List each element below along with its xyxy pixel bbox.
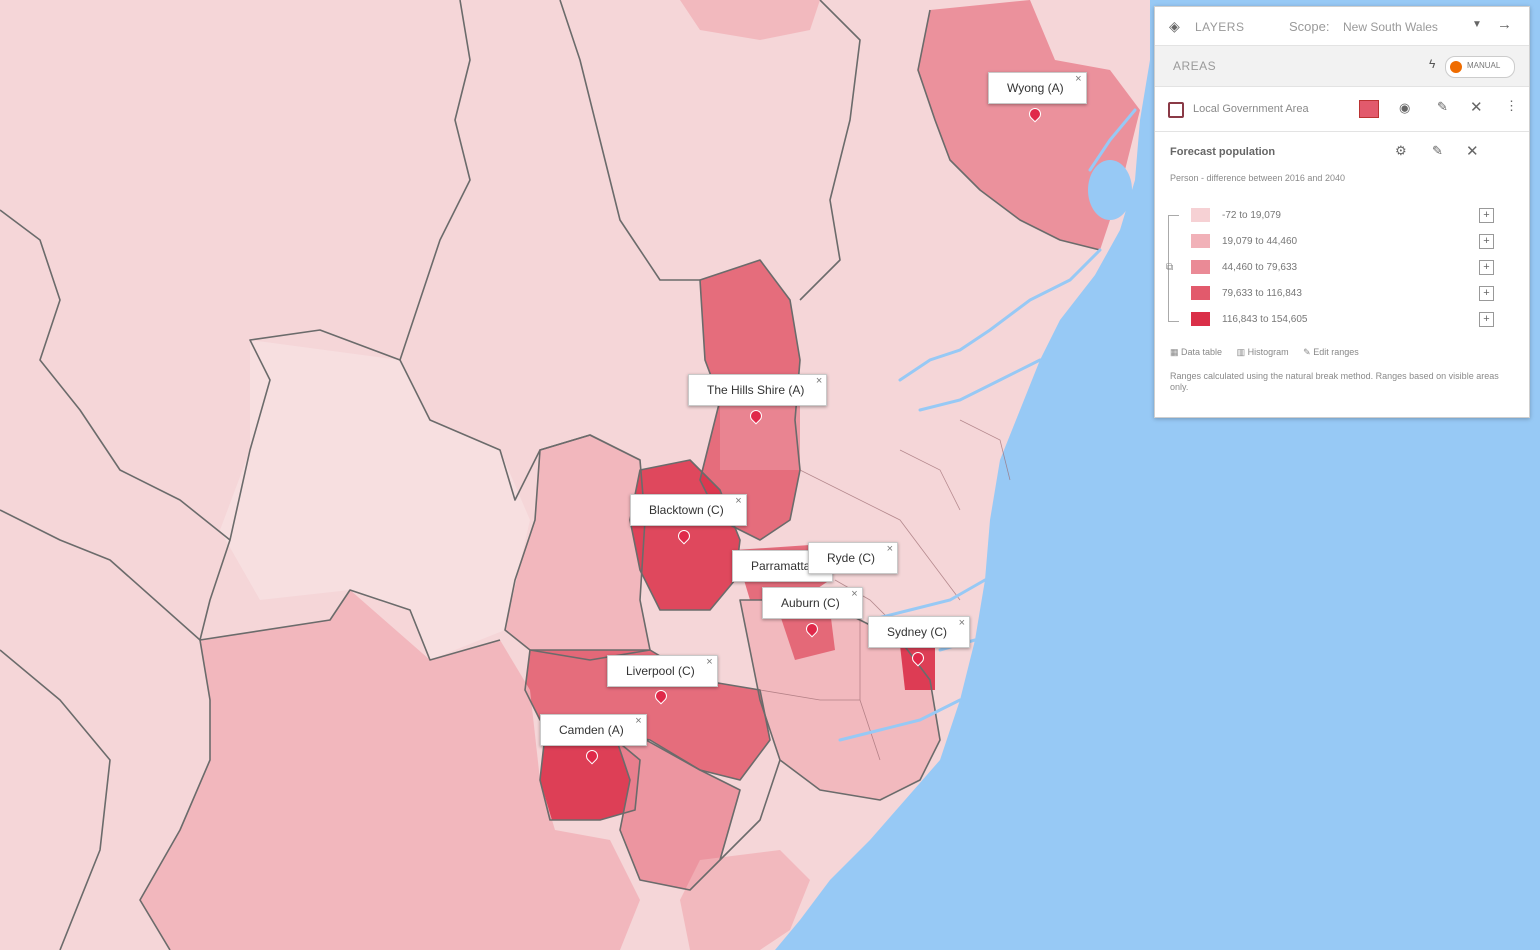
map-label-auburn[interactable]: Auburn (C) × bbox=[762, 587, 863, 619]
legend-label: 44,460 to 79,633 bbox=[1222, 262, 1298, 273]
close-icon[interactable]: ✕ bbox=[1466, 143, 1479, 160]
area-auburn[interactable] bbox=[780, 610, 835, 660]
close-icon[interactable]: × bbox=[815, 375, 823, 387]
edit-icon: ✎ bbox=[1303, 347, 1311, 357]
map-label-text: Blacktown (C) bbox=[649, 503, 724, 517]
plus-icon[interactable]: + bbox=[1479, 286, 1494, 301]
layer-name: Local Government Area bbox=[1193, 103, 1309, 115]
area-camden[interactable] bbox=[540, 735, 640, 820]
layers-panel: ◈ LAYERS Scope: New South Wales ▼ → AREA… bbox=[1154, 6, 1530, 418]
area-wyong[interactable] bbox=[918, 0, 1140, 250]
link-icon[interactable]: ⧉ bbox=[1166, 262, 1174, 273]
map-label-text: Auburn (C) bbox=[781, 596, 840, 610]
scope-select[interactable]: New South Wales bbox=[1343, 20, 1438, 34]
map-label-text: Parramatta bbox=[751, 559, 811, 573]
indicator-subtitle: Person - difference between 2016 and 204… bbox=[1170, 173, 1345, 183]
map-label-parramatta[interactable]: Parramatta bbox=[732, 550, 834, 582]
area-outer-west[interactable] bbox=[220, 340, 530, 660]
map-style-icon[interactable] bbox=[1359, 100, 1379, 118]
map-label-ryde[interactable]: Ryde (C) × bbox=[808, 542, 899, 574]
close-icon[interactable]: × bbox=[735, 495, 742, 507]
settings-icon[interactable]: ⚙ bbox=[1395, 143, 1407, 158]
legend-label: 116,843 to 154,605 bbox=[1222, 314, 1308, 325]
close-icon[interactable]: × bbox=[958, 617, 966, 629]
minor-borders bbox=[759, 419, 1011, 761]
more-icon[interactable]: ⋮ bbox=[1505, 98, 1518, 113]
legend-swatch bbox=[1191, 286, 1210, 300]
legend-label: -72 to 19,079 bbox=[1222, 210, 1281, 221]
map-label-text: Camden (A) bbox=[559, 723, 624, 737]
layers-icon: ◈ bbox=[1169, 18, 1180, 34]
ranges-note: Ranges calculated using the natural brea… bbox=[1170, 371, 1499, 392]
area-penrith-west[interactable] bbox=[505, 435, 650, 660]
area-hills-shire-south[interactable] bbox=[720, 400, 800, 470]
legend-swatch bbox=[1191, 260, 1210, 274]
close-icon[interactable]: ✕ bbox=[1470, 99, 1483, 116]
chevron-down-icon[interactable]: ▼ bbox=[1472, 19, 1482, 30]
edit-icon[interactable]: ✎ bbox=[1437, 99, 1448, 114]
map-label-blacktown[interactable]: Blacktown (C) × bbox=[630, 494, 747, 526]
manual-toggle[interactable]: MANUAL bbox=[1445, 56, 1515, 78]
map-label-sydney[interactable]: Sydney (C) × bbox=[868, 616, 971, 648]
toggle-knob bbox=[1450, 61, 1462, 73]
histogram-icon: ▥ bbox=[1236, 347, 1246, 357]
map-label-text: Ryde (C) bbox=[827, 551, 876, 565]
scope-label: Scope: bbox=[1289, 19, 1330, 34]
panel-links: ▦ Data table ▥ Histogram ✎ Edit ranges bbox=[1170, 347, 1359, 358]
plus-icon[interactable]: + bbox=[1479, 312, 1494, 327]
map-label-liverpool[interactable]: Liverpool (C) × bbox=[607, 655, 718, 687]
plus-icon[interactable]: + bbox=[1479, 260, 1494, 275]
area-campbelltown[interactable] bbox=[610, 720, 740, 890]
legend-swatch bbox=[1191, 208, 1210, 222]
table-icon: ▦ bbox=[1170, 347, 1179, 357]
close-icon[interactable]: × bbox=[706, 656, 713, 668]
toggle-label: MANUAL bbox=[1467, 61, 1501, 70]
histogram-link[interactable]: Histogram bbox=[1247, 347, 1289, 357]
legend-bracket bbox=[1168, 215, 1179, 322]
map-label-the-hills-shire[interactable]: The Hills Shire (A) × bbox=[688, 374, 828, 406]
close-icon[interactable]: × bbox=[886, 543, 894, 555]
legend-label: 79,633 to 116,843 bbox=[1222, 288, 1302, 299]
legend-swatch bbox=[1191, 234, 1210, 248]
plus-icon[interactable]: + bbox=[1479, 234, 1494, 249]
map-label-text: Liverpool (C) bbox=[626, 664, 695, 678]
map-label-text: Wyong (A) bbox=[1007, 81, 1064, 95]
map-label-text: The Hills Shire (A) bbox=[707, 383, 805, 397]
close-icon[interactable]: × bbox=[635, 715, 642, 727]
lake bbox=[1088, 160, 1132, 220]
indicator-title: Forecast population bbox=[1170, 146, 1276, 158]
areas-section-header: AREAS ϟ MANUAL bbox=[1155, 46, 1529, 87]
close-icon[interactable]: × bbox=[851, 588, 858, 600]
map-label-wyong[interactable]: Wyong (A) × bbox=[988, 72, 1087, 104]
panel-header: ◈ LAYERS Scope: New South Wales ▼ → bbox=[1155, 7, 1529, 46]
plus-icon[interactable]: + bbox=[1479, 208, 1494, 223]
panel-title: LAYERS bbox=[1195, 20, 1245, 34]
arrow-right-icon[interactable]: → bbox=[1497, 16, 1512, 33]
legend-swatch bbox=[1191, 312, 1210, 326]
map-label-camden[interactable]: Camden (A) × bbox=[540, 714, 647, 746]
data-table-link[interactable]: Data table bbox=[1181, 347, 1223, 357]
edit-ranges-link[interactable]: Edit ranges bbox=[1313, 347, 1359, 357]
layer-row: Local Government Area ◉ ✎ ✕ ⋮ bbox=[1155, 87, 1529, 132]
area-wollondilly[interactable] bbox=[140, 590, 640, 950]
layer-checkbox[interactable] bbox=[1168, 102, 1184, 118]
edit-icon[interactable]: ✎ bbox=[1432, 143, 1443, 158]
lightning-icon: ϟ bbox=[1429, 57, 1436, 71]
eye-icon[interactable]: ◉ bbox=[1399, 100, 1411, 115]
map-label-text: Sydney (C) bbox=[887, 625, 948, 639]
area-illawarra[interactable] bbox=[680, 850, 810, 950]
areas-section-title: AREAS bbox=[1173, 59, 1217, 73]
close-icon[interactable]: × bbox=[1075, 73, 1082, 85]
area-northern[interactable] bbox=[680, 0, 820, 40]
legend-label: 19,079 to 44,460 bbox=[1222, 236, 1298, 247]
